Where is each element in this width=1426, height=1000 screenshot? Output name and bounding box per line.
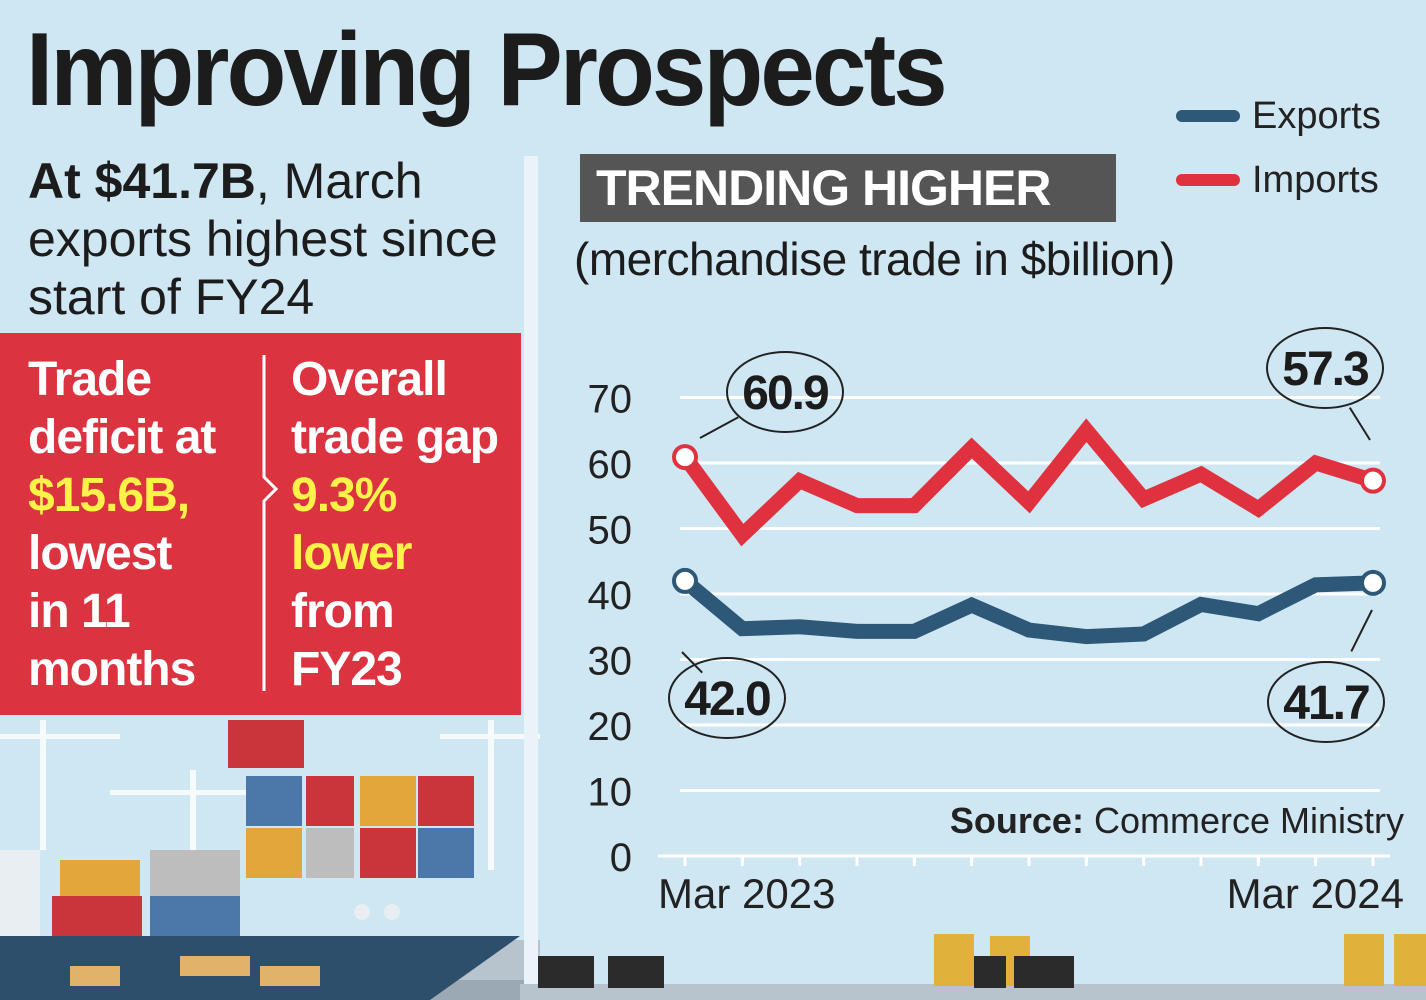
trade-gap-line-4: FY23 (291, 643, 403, 696)
stats-separator (262, 355, 279, 691)
legend-imports: Imports (1176, 148, 1381, 212)
barrels-illustration (520, 934, 1426, 1000)
legend-exports-swatch (1176, 110, 1240, 122)
deficit-line-1: Trade (28, 353, 152, 406)
callout-label: 42.0 (684, 673, 770, 726)
callout-pointer (699, 416, 739, 439)
callout-label: 57.3 (1282, 343, 1368, 396)
port-illustration (0, 720, 540, 1000)
trade-gap-value: 9.3% (291, 469, 397, 522)
legend-exports-label: Exports (1252, 94, 1381, 137)
callout-pointer (1350, 609, 1373, 652)
deficit-stat: Trade deficit at $15.6B, lowest in 11 mo… (28, 351, 216, 699)
legend-imports-swatch (1176, 174, 1240, 186)
data-point-imports (672, 444, 698, 471)
page-title: Improving Prospects (26, 12, 948, 128)
x-tick-label: Mar 2024 (1227, 870, 1404, 917)
source-label: Source: (949, 800, 1084, 841)
data-point-imports (1360, 467, 1386, 494)
headline-value: At $41.7B (28, 153, 256, 209)
trade-gap-line-1: Overall (291, 353, 448, 406)
deficit-value: $15.6B, (28, 469, 190, 522)
source-value: Commerce Ministry (1093, 800, 1404, 841)
data-point-exports (1360, 569, 1386, 596)
trade-gap-line-2: trade gap (291, 411, 499, 464)
chart-legend: Exports Imports (1176, 84, 1381, 212)
y-tick-label: 70 (588, 378, 633, 422)
deficit-line-3: lowest (28, 527, 172, 580)
callout-bubble (1267, 661, 1385, 743)
y-tick-label: 60 (588, 443, 633, 487)
callout-pointer (681, 651, 703, 674)
chart-tag: TRENDING HIGHER (580, 154, 1116, 222)
trade-line-chart: 0 10 20 30 40 50 60 70 Mar 2023 Mar 2024 60.9 42.0 5… (588, 327, 1404, 917)
column-divider (524, 156, 538, 1000)
series-line-imports (678, 418, 1376, 547)
trade-gap-stat: Overall trade gap 9.3% lower from FY23 (291, 351, 499, 699)
callout-pointer (1348, 407, 1371, 441)
series-line-exports (680, 575, 1374, 645)
y-tick-label: 10 (588, 771, 633, 815)
stats-box: Trade deficit at $15.6B, lowest in 11 mo… (0, 333, 521, 715)
legend-imports-label: Imports (1252, 158, 1379, 201)
data-point-exports (672, 567, 698, 594)
y-tick-label: 50 (588, 509, 633, 553)
deficit-line-5: months (28, 643, 196, 696)
chart-source: Source: Commerce Ministry (950, 800, 1404, 842)
callout-bubble (668, 657, 786, 739)
callout-bubble (726, 351, 844, 433)
y-tick-label: 0 (610, 836, 632, 880)
deficit-line-2: deficit at (28, 411, 216, 464)
y-tick-label: 40 (588, 574, 633, 618)
trade-gap-highlight: lower (291, 527, 412, 580)
chart-subtitle: (merchandise trade in $billion) (574, 233, 1175, 285)
y-tick-label: 30 (588, 640, 633, 684)
headline-text: , March exports highest since start of F… (28, 153, 498, 325)
trade-gap-line-3: from (291, 585, 395, 638)
callout-bubble (1266, 327, 1384, 409)
callout-label: 60.9 (742, 367, 828, 420)
y-tick-label: 20 (588, 705, 633, 749)
callout-label: 41.7 (1283, 677, 1369, 730)
headline: At $41.7B, March exports highest since s… (28, 152, 518, 326)
legend-exports: Exports (1176, 84, 1381, 148)
deficit-line-4: in 11 (28, 585, 131, 638)
x-tick-label: Mar 2023 (658, 870, 835, 917)
